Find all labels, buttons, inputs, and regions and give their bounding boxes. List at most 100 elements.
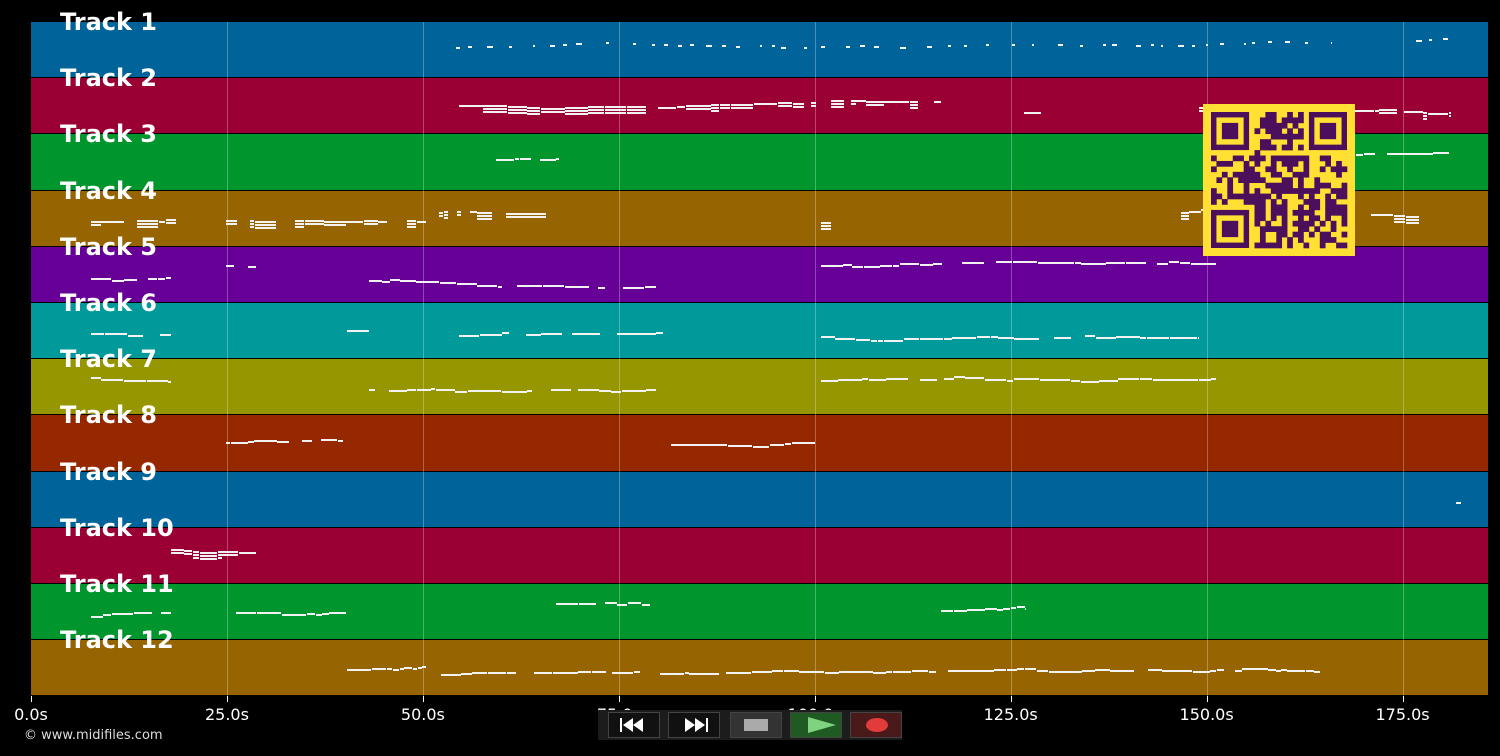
- midi-note: [1031, 43, 1035, 46]
- midi-note: [249, 222, 255, 225]
- midi-note: [1139, 377, 1153, 380]
- fast-forward-button[interactable]: [668, 712, 720, 738]
- midi-note: [1456, 501, 1461, 504]
- midi-note: [217, 551, 222, 554]
- midi-note: [527, 106, 541, 109]
- track-lane[interactable]: Track 9: [31, 458, 1488, 528]
- track-lane[interactable]: Track 7: [31, 345, 1488, 416]
- midi-note: [730, 103, 754, 106]
- track-lane[interactable]: Track 5: [31, 233, 1488, 303]
- midi-note: [184, 553, 193, 556]
- midi-note: [784, 442, 792, 445]
- midi-note: [1151, 43, 1155, 46]
- midi-note: [944, 377, 954, 380]
- play-button[interactable]: [790, 712, 842, 738]
- midi-note: [597, 287, 605, 290]
- midi-note: [1063, 379, 1071, 382]
- midi-note: [564, 286, 589, 289]
- midi-note: [943, 338, 952, 340]
- midi-note: [443, 214, 448, 217]
- tick-label: 150.0s: [1179, 705, 1234, 724]
- record-button[interactable]: [850, 712, 902, 738]
- midi-note: [1012, 260, 1038, 263]
- midi-note: [1024, 111, 1041, 114]
- midi-note: [1112, 44, 1118, 47]
- midi-note: [382, 280, 390, 283]
- midi-note: [254, 226, 276, 229]
- midi-note: [1014, 337, 1039, 340]
- midi-note: [877, 340, 884, 343]
- midi-note: [835, 337, 856, 340]
- midi-note: [690, 43, 694, 46]
- midi-note: [985, 43, 989, 46]
- midi-note: [157, 277, 166, 280]
- midi-note: [1080, 44, 1083, 47]
- midi-note: [439, 211, 444, 214]
- midi-note: [111, 612, 134, 615]
- midi-note: [1110, 670, 1134, 673]
- midi-note: [892, 264, 900, 267]
- midi-note: [324, 223, 346, 226]
- track-lane[interactable]: Track 11: [31, 570, 1488, 641]
- midi-note: [612, 671, 634, 674]
- midi-note: [1423, 118, 1428, 120]
- midi-note: [192, 556, 200, 559]
- note-area: [31, 247, 1488, 303]
- qr-code-icon: [1203, 104, 1355, 256]
- midi-note: [127, 334, 144, 337]
- rewind-button[interactable]: [608, 712, 660, 738]
- track-label: Track 7: [60, 345, 158, 374]
- midi-note: [1427, 113, 1449, 116]
- tick-label: 175.0s: [1375, 705, 1430, 724]
- track-lane[interactable]: Track 1: [31, 8, 1488, 79]
- midi-note: [622, 287, 645, 290]
- midi-note: [487, 671, 507, 674]
- midi-note: [1305, 670, 1314, 673]
- midi-note: [346, 221, 364, 224]
- midi-note: [1053, 262, 1075, 265]
- midi-note: [899, 263, 910, 266]
- midi-note: [540, 159, 556, 162]
- midi-note: [165, 222, 176, 225]
- track-lane[interactable]: Track 6: [31, 289, 1488, 360]
- midi-note: [104, 333, 128, 336]
- midi-note: [1379, 109, 1397, 112]
- midi-note: [456, 214, 461, 217]
- midi-note: [137, 222, 159, 225]
- midi-note: [759, 45, 763, 48]
- track-lane[interactable]: Track 10: [31, 514, 1488, 584]
- midi-note: [147, 277, 158, 280]
- midi-note: [671, 443, 692, 446]
- midi-note: [407, 219, 417, 222]
- midi-note: [821, 379, 838, 382]
- midi-note: [1178, 44, 1184, 47]
- midi-note: [1379, 112, 1397, 115]
- midi-note: [416, 280, 440, 283]
- midi-note: [919, 337, 944, 340]
- midi-note: [911, 669, 929, 672]
- midi-note: [657, 106, 677, 109]
- midi-note: [565, 109, 588, 112]
- track-lane[interactable]: Track 8: [31, 401, 1488, 472]
- tick-mark: [1010, 696, 1012, 702]
- midi-note: [137, 225, 159, 228]
- midi-note: [792, 105, 805, 108]
- midi-note: [952, 336, 977, 339]
- midi-note: [371, 667, 387, 670]
- track-lane[interactable]: Track 12: [31, 626, 1488, 697]
- midi-note: [337, 440, 343, 443]
- midi-note: [1448, 111, 1451, 114]
- midi-note: [821, 222, 831, 225]
- midi-note: [226, 220, 238, 223]
- midi-note: [909, 101, 919, 104]
- midi-note: [541, 333, 562, 335]
- midi-note: [483, 104, 508, 107]
- midi-note: [527, 389, 532, 392]
- midi-note: [509, 46, 513, 49]
- stop-button[interactable]: [730, 712, 782, 738]
- midi-note: [1169, 336, 1184, 339]
- midi-note: [165, 219, 176, 222]
- midi-note: [519, 158, 531, 161]
- midi-note: [1013, 378, 1040, 381]
- midi-note: [689, 673, 708, 676]
